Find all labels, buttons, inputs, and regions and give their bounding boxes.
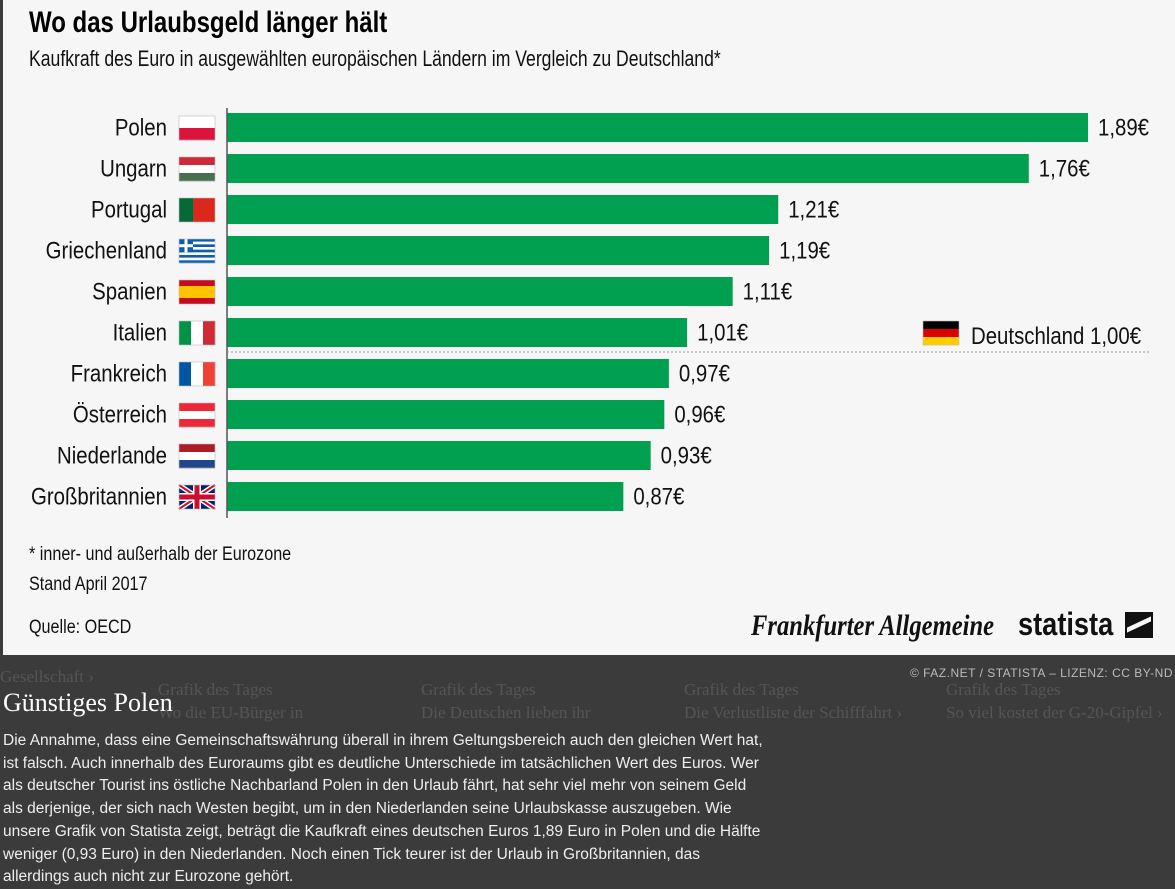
category-label: Großbritannien <box>31 483 167 510</box>
value-label: 0,97€ <box>679 360 731 387</box>
bar-polen <box>227 113 1088 142</box>
article-body: Die Annahme, dass eine Gemeinschaftswähr… <box>3 732 763 886</box>
bar-frankreich <box>227 359 669 388</box>
category-label: Portugal <box>91 196 167 223</box>
license-text: © FAZ.NET / STATISTA – LIZENZ: CC BY-ND <box>909 666 1173 680</box>
bar-portugal <box>227 195 779 224</box>
flag-ungarn-icon <box>178 156 216 182</box>
chart-panel: Wo das Urlaubsgeld länger hält Kaufkraft… <box>3 0 1175 655</box>
flag-großbritannien-icon <box>177 482 217 512</box>
category-label: Niederlande <box>57 442 167 469</box>
flag-polen-icon <box>178 115 216 141</box>
source: Quelle: OECD <box>29 617 132 638</box>
category-label: Italien <box>113 319 167 346</box>
footnotes: * inner- und außerhalb der Eurozone Stan… <box>29 540 291 600</box>
category-label: Spanien <box>92 278 167 305</box>
footnote-eurozone: * inner- und außerhalb der Eurozone <box>29 544 292 565</box>
reference-label: Deutschland 1,00€ <box>971 322 1142 349</box>
bg-card-kicker: Grafik des Tages <box>946 680 1061 699</box>
bar-chart: Polen 1,89€ Ungarn 1,76€ Portugal 1,21€ Griech… <box>31 108 1151 518</box>
flag-portugal-icon <box>178 197 216 223</box>
bar-griechenland <box>227 236 770 265</box>
article-title: Günstiges Polen <box>3 688 173 717</box>
category-label: Österreich <box>73 401 167 428</box>
bg-card-title[interactable]: Wo die EU-Bürger in <box>158 703 304 722</box>
statista-logo: statista <box>1018 606 1114 642</box>
flag-österreich-icon <box>178 402 216 428</box>
flag-griechenland-icon <box>178 238 216 264</box>
value-label: 1,11€ <box>743 278 793 305</box>
chart-subtitle: Kaufkraft des Euro in ausgewählten europ… <box>29 46 721 71</box>
bar-großbritannien <box>227 482 624 511</box>
value-label: 1,19€ <box>779 237 831 264</box>
bar-italien <box>227 318 688 347</box>
value-label: 1,76€ <box>1039 155 1091 182</box>
bar-spanien <box>227 277 733 306</box>
bar-niederlande <box>227 441 651 470</box>
statista-logo-icon <box>1125 612 1153 638</box>
value-label: 0,87€ <box>633 483 685 510</box>
category-label: Griechenland <box>46 237 167 264</box>
value-label: 0,96€ <box>674 401 726 428</box>
category-label: Frankreich <box>71 360 167 387</box>
flag-frankreich-icon <box>178 361 216 387</box>
flag-italien-icon <box>178 320 216 346</box>
value-label: 1,21€ <box>788 196 840 223</box>
bg-card-kicker: Grafik des Tages <box>158 680 273 699</box>
value-label: 1,01€ <box>697 319 749 346</box>
category-label: Polen <box>115 114 167 141</box>
bg-card-kicker: Grafik des Tages <box>421 680 536 699</box>
bar-österreich <box>227 400 665 429</box>
flag-spanien-icon <box>178 279 216 305</box>
bg-card-title[interactable]: So viel kostet der G-20-Gipfel › <box>946 703 1163 722</box>
flag-deutschland-icon <box>922 320 960 346</box>
flag-niederlande-icon <box>178 443 216 469</box>
faz-logo: Frankfurter Allgemeine <box>751 609 995 642</box>
bg-nav[interactable]: Gesellschaft › <box>0 667 94 686</box>
bar-ungarn <box>227 154 1029 183</box>
chart-title: Wo das Urlaubsgeld länger hält <box>29 6 388 39</box>
footnote-date: Stand April 2017 <box>29 574 148 595</box>
value-label: 0,93€ <box>661 442 713 469</box>
bg-card-kicker: Grafik des Tages <box>684 680 799 699</box>
bg-card-title[interactable]: Die Verlustliste der Schifffahrt › <box>684 703 903 722</box>
value-label: 1,89€ <box>1098 114 1150 141</box>
bg-card-title[interactable]: Die Deutschen lieben ihr <box>421 703 591 722</box>
category-label: Ungarn <box>100 155 167 182</box>
